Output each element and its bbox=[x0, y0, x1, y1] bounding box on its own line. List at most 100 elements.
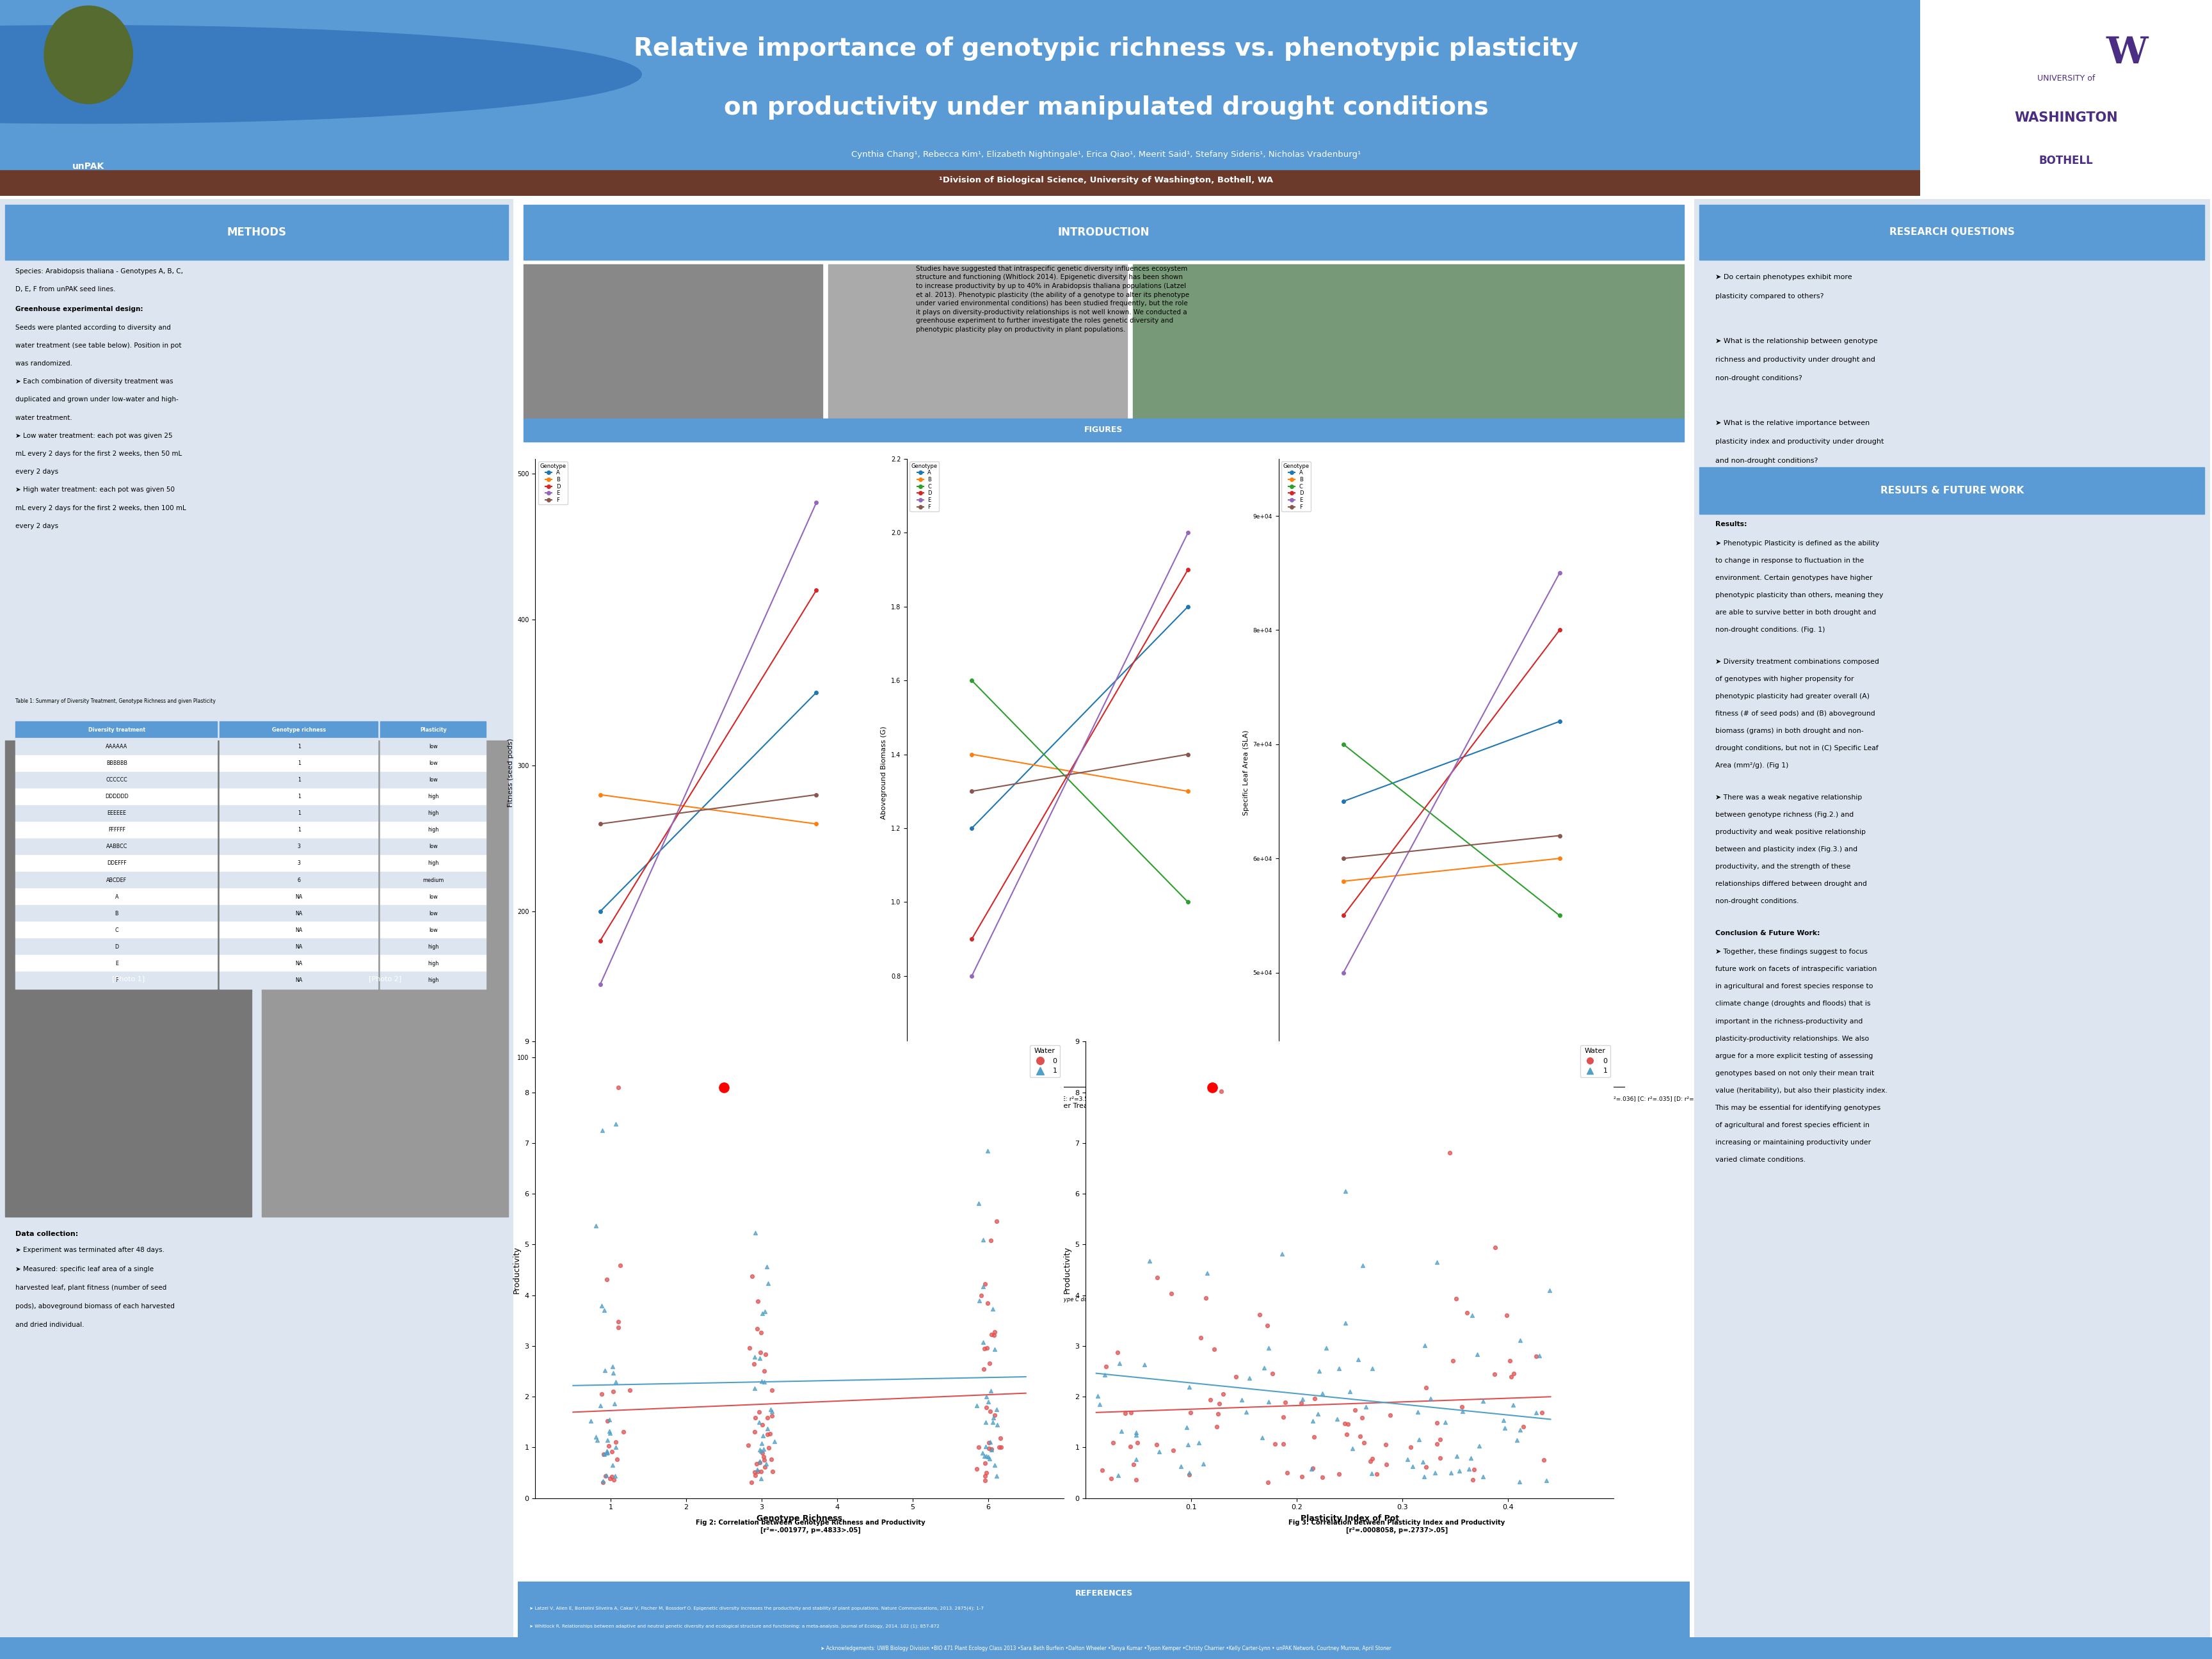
Bar bbox=[15, 906, 217, 922]
0 bbox=[975, 1322, 1011, 1349]
Point bbox=[1250, 1470, 1285, 1496]
Text: DDDDDD: DDDDDD bbox=[104, 793, 128, 800]
Point bbox=[1517, 1344, 1553, 1370]
Text: high: high bbox=[427, 977, 438, 984]
Point bbox=[1340, 1345, 1376, 1372]
D bbox=[803, 581, 830, 601]
Bar bbox=[15, 939, 217, 956]
Point bbox=[1139, 1432, 1175, 1458]
Point bbox=[1188, 1284, 1223, 1311]
Text: increasing or maintaining productivity under: increasing or maintaining productivity u… bbox=[1714, 1140, 1871, 1146]
Text: low: low bbox=[429, 894, 438, 899]
Point bbox=[1478, 1234, 1513, 1261]
Text: high: high bbox=[427, 811, 438, 816]
1 bbox=[597, 1463, 633, 1490]
0 bbox=[967, 1355, 1002, 1382]
Text: DDEFFF: DDEFFF bbox=[106, 861, 126, 866]
0 bbox=[750, 1405, 785, 1432]
Text: NA: NA bbox=[296, 961, 303, 967]
B bbox=[803, 815, 830, 834]
B bbox=[1175, 781, 1201, 801]
Point bbox=[1332, 1410, 1367, 1437]
Text: This may be essential for identifying genotypes: This may be essential for identifying ge… bbox=[1714, 1105, 1880, 1112]
0 bbox=[752, 1420, 787, 1447]
Text: productivity, and the strength of these: productivity, and the strength of these bbox=[1714, 863, 1849, 869]
1 bbox=[586, 1297, 622, 1324]
E bbox=[1175, 523, 1201, 542]
0 bbox=[597, 1467, 633, 1493]
1 bbox=[980, 1397, 1015, 1423]
Point bbox=[1228, 1399, 1263, 1425]
Text: high: high bbox=[427, 861, 438, 866]
Point bbox=[1486, 1415, 1522, 1442]
Point bbox=[1486, 1407, 1522, 1433]
0 bbox=[973, 1321, 1009, 1347]
Text: ➤ Experiment was terminated after 48 days.: ➤ Experiment was terminated after 48 day… bbox=[15, 1248, 164, 1253]
Point bbox=[1088, 1354, 1124, 1380]
0 bbox=[748, 1340, 783, 1367]
0 bbox=[745, 1443, 781, 1470]
0 bbox=[973, 1228, 1009, 1254]
Bar bbox=[15, 788, 217, 805]
Text: drought conditions, but not in (C) Specific Leaf: drought conditions, but not in (C) Speci… bbox=[1714, 745, 1878, 752]
1 bbox=[978, 1335, 1013, 1362]
Bar bbox=[219, 939, 378, 956]
0 bbox=[584, 1380, 619, 1407]
1 bbox=[975, 1408, 1011, 1435]
Text: low: low bbox=[429, 760, 438, 766]
Legend: A, B, C, D, E, F: A, B, C, D, E, F bbox=[909, 461, 940, 511]
Bar bbox=[380, 889, 487, 906]
Text: every 2 days: every 2 days bbox=[15, 523, 58, 529]
B bbox=[1329, 871, 1356, 891]
1 bbox=[604, 994, 639, 1020]
0 bbox=[967, 1450, 1002, 1477]
Point bbox=[1354, 1355, 1389, 1382]
Text: environment. Certain genotypes have higher: environment. Certain genotypes have high… bbox=[1714, 574, 1871, 581]
Point bbox=[1409, 1374, 1444, 1400]
Text: 1: 1 bbox=[296, 776, 301, 783]
1 bbox=[586, 1357, 622, 1384]
Bar bbox=[15, 871, 217, 889]
1 bbox=[754, 1399, 790, 1425]
Text: INTRODUCTION: INTRODUCTION bbox=[1057, 227, 1150, 237]
Bar bbox=[15, 922, 217, 939]
1 bbox=[739, 1457, 774, 1483]
Point bbox=[1367, 1432, 1402, 1458]
A bbox=[958, 818, 984, 838]
Bar bbox=[15, 771, 217, 788]
Point bbox=[1181, 1430, 1217, 1457]
1 bbox=[597, 1112, 633, 1138]
Text: AABBCC: AABBCC bbox=[106, 844, 128, 849]
Point bbox=[1453, 1445, 1489, 1472]
Line: C: C bbox=[971, 679, 1190, 904]
Text: future work on facets of intraspecific variation: future work on facets of intraspecific v… bbox=[1714, 966, 1876, 972]
1 bbox=[593, 1420, 628, 1447]
Text: unPAK: unPAK bbox=[73, 163, 104, 171]
Point bbox=[1294, 1455, 1329, 1481]
Text: plasticity-productivity relationships. We also: plasticity-productivity relationships. W… bbox=[1714, 1035, 1869, 1042]
Text: climate change (droughts and floods) that is: climate change (droughts and floods) tha… bbox=[1714, 1000, 1869, 1007]
Text: 1: 1 bbox=[296, 793, 301, 800]
Text: water treatment.: water treatment. bbox=[15, 415, 73, 421]
1 bbox=[967, 1443, 1002, 1470]
Text: ➤ Together, these findings suggest to focus: ➤ Together, these findings suggest to fo… bbox=[1714, 949, 1867, 956]
Point bbox=[1336, 1397, 1371, 1423]
Bar bbox=[219, 738, 378, 755]
Bar bbox=[380, 972, 487, 989]
0 bbox=[734, 1262, 770, 1289]
Text: non-drought conditions?: non-drought conditions? bbox=[1714, 375, 1803, 382]
Bar bbox=[380, 906, 487, 922]
Text: Table 1: Summary of Diversity Treatment, Genotype Richness and given Plasticity: Table 1: Summary of Diversity Treatment,… bbox=[15, 698, 215, 703]
Point bbox=[1517, 1400, 1553, 1427]
B bbox=[958, 745, 984, 765]
1 bbox=[745, 1422, 781, 1448]
X-axis label: Plasticity Index of Pot: Plasticity Index of Pot bbox=[1301, 1515, 1398, 1523]
Point bbox=[1444, 1399, 1480, 1425]
1 bbox=[737, 1219, 772, 1246]
1 bbox=[748, 1299, 783, 1326]
Text: Area (mm²/g). (Fig 1): Area (mm²/g). (Fig 1) bbox=[1714, 761, 1787, 768]
Text: ➤ Diversity treatment combinations composed: ➤ Diversity treatment combinations compo… bbox=[1714, 659, 1878, 665]
Point bbox=[1318, 1405, 1354, 1432]
X-axis label: Genotype Richness: Genotype Richness bbox=[757, 1515, 843, 1523]
Point bbox=[1334, 1435, 1369, 1462]
